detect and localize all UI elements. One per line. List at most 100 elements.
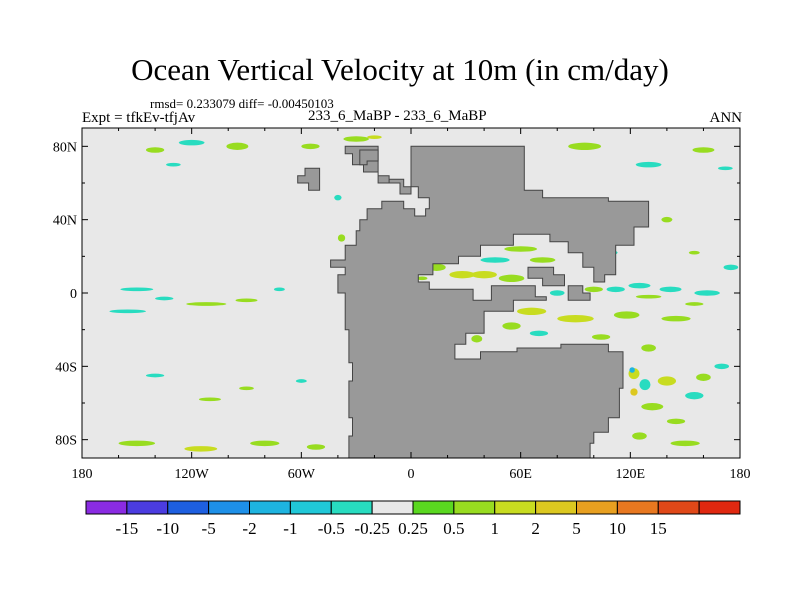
colorbar-label: 0.5 (443, 519, 464, 538)
anomaly-patch (641, 344, 656, 352)
x-tick-label: 180 (72, 467, 93, 482)
colorbar-swatch (453, 500, 496, 515)
x-tick-label: 120E (616, 467, 646, 482)
colorbar-label: 10 (609, 519, 626, 538)
y-tick-label: 40N (53, 214, 77, 229)
anomaly-patch (504, 246, 538, 252)
anomaly-patch (178, 139, 205, 146)
anomaly-patch (641, 403, 664, 411)
land-mass (527, 266, 565, 287)
anomaly-patch (239, 386, 254, 391)
anomaly-patch (557, 315, 594, 323)
colorbar-label: -10 (156, 519, 179, 538)
anomaly-patch (306, 444, 326, 450)
colorbar-swatch (289, 500, 332, 515)
anomaly-patch (259, 136, 278, 142)
anomaly-patch (517, 307, 547, 316)
land-mass (359, 149, 379, 166)
y-tick-label: 80S (55, 434, 77, 449)
colorbar-swatch (616, 500, 659, 515)
colorbar-swatch (576, 500, 618, 515)
anomaly-patch (367, 135, 382, 140)
colorbar-swatch (535, 500, 577, 515)
anomaly-patch (666, 418, 686, 425)
anomaly-patch (685, 302, 704, 306)
anomaly-patch (498, 274, 525, 283)
anomaly-patch (629, 367, 635, 373)
x-tick-label: 60E (509, 467, 532, 482)
anomaly-patch (657, 376, 677, 386)
y-tick-label: 80N (53, 140, 77, 155)
anomaly-patch (661, 315, 691, 322)
anomaly-patch (670, 440, 700, 447)
land-mass (567, 285, 591, 301)
anomaly-patch (109, 309, 146, 314)
anomaly-patch (639, 379, 651, 391)
colorbar-label: 1 (491, 519, 500, 538)
colorbar-label: -15 (116, 519, 139, 538)
anomaly-patch (628, 282, 651, 289)
colorbar-swatch (371, 500, 414, 515)
anomaly-patch (343, 136, 369, 142)
x-tick-label: 0 (408, 467, 415, 482)
anomaly-patch (155, 296, 174, 301)
x-tick-label: 180 (730, 467, 751, 482)
colorbar-swatch (698, 500, 741, 515)
x-tick-label: 60W (288, 467, 316, 482)
anomaly-patch (145, 373, 165, 378)
anomaly-patch (568, 142, 602, 150)
colorbar-label: -1 (283, 519, 297, 538)
anomaly-patch (696, 373, 711, 382)
colorbar: -15 -10 -5 -2 -1 -0.5 -0.25 0.25 0.5 1 2 5 10 15 (85, 500, 741, 538)
anomaly-patch (613, 311, 640, 319)
anomaly-patch (692, 147, 715, 153)
anomaly-patch (584, 286, 603, 293)
map-plot-area (82, 128, 740, 458)
anomaly-patch (694, 290, 720, 296)
anomaly-patch (301, 143, 320, 150)
colorbar-swatch (412, 500, 455, 515)
land-mass (297, 167, 321, 191)
anomaly-patch (502, 322, 521, 330)
anomaly-patch (416, 276, 428, 281)
case-subtitle: 233_6_MaBP - 233_6_MaBP (308, 108, 487, 124)
colorbar-label: 2 (531, 519, 540, 538)
anomaly-patch (606, 286, 625, 293)
colorbar-swatch (249, 500, 291, 515)
colorbar-label: 0.25 (398, 519, 428, 538)
anomaly-patch (273, 287, 285, 292)
x-tick-label: 120W (175, 467, 210, 482)
y-tick-label: 40S (55, 360, 77, 375)
anomaly-patch (226, 142, 249, 150)
colorbar-swatch (126, 500, 169, 515)
y-tick-label: 0 (70, 287, 77, 302)
colorbar-label: 5 (572, 519, 581, 538)
colorbar-swatch (208, 500, 250, 515)
anomaly-patch (527, 152, 550, 159)
rmsd-diff-stats: rmsd= 0.233079 diff= -0.00450103 (150, 96, 334, 111)
colorbar-label: -0.5 (318, 519, 345, 538)
colorbar-swatch (85, 500, 128, 515)
colorbar-label: -2 (242, 519, 256, 538)
colorbar-label: -5 (202, 519, 216, 538)
anomaly-patch (198, 397, 221, 402)
colorbar-swatch (494, 500, 537, 515)
anomaly-patch (186, 302, 227, 306)
experiment-label: Expt = tfkEv-tfjAv (82, 110, 196, 126)
anomaly-patch (166, 162, 181, 167)
season-label: ANN (709, 110, 743, 126)
anomaly-patch (184, 446, 218, 452)
anomaly-patch (632, 432, 647, 440)
anomaly-patch (337, 234, 346, 242)
anomaly-patch (714, 363, 730, 370)
anomaly-patch (295, 379, 307, 383)
colorbar-label: 15 (650, 519, 667, 538)
anomaly-patch (449, 271, 475, 279)
anomaly-patch (659, 286, 682, 293)
anomaly-patch (235, 298, 258, 303)
anomaly-patch (334, 194, 342, 201)
anomaly-patch (471, 271, 497, 279)
colorbar-swatch (657, 500, 700, 515)
anomaly-patch (630, 388, 638, 396)
